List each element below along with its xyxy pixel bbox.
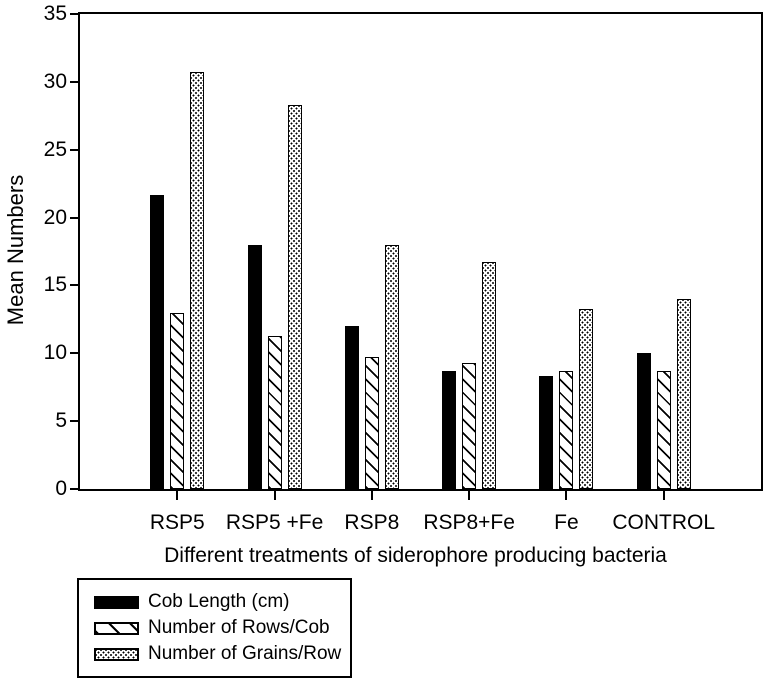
- y-tick: [70, 352, 78, 355]
- legend-label: Cob Length (cm): [148, 591, 290, 612]
- x-tick: [273, 491, 276, 500]
- y-tick: [70, 488, 78, 490]
- bar-number-of-rows-cob-fe: [559, 370, 574, 489]
- y-axis-title: Mean Numbers: [3, 174, 28, 326]
- y-tick: [70, 420, 78, 423]
- bar-number-of-grains-row-rsp5: [190, 72, 205, 489]
- y-tick: [70, 216, 78, 219]
- bar-number-of-rows-cob-control: [656, 370, 671, 489]
- bar-cob-length-cm-fe: [539, 376, 554, 489]
- bar-number-of-grains-row-rsp5-fe: [287, 104, 302, 489]
- y-tick-label: 15: [43, 273, 67, 297]
- y-tick-label: 0: [55, 477, 67, 500]
- x-tick-label-rsp8: RSP8: [344, 511, 400, 534]
- bar-number-of-rows-cob-rsp5: [170, 312, 185, 489]
- bar-number-of-grains-row-control: [676, 299, 691, 489]
- legend: Cob Length (cm) Number of Rows/Cob Numbe…: [77, 578, 352, 678]
- y-tick-label: 5: [55, 409, 67, 433]
- bar-number-of-rows-cob-rsp8-fe: [462, 362, 477, 489]
- x-tick-label-control: CONTROL: [612, 511, 716, 534]
- x-tick-label-rsp5: RSP5: [149, 511, 205, 534]
- x-tick: [468, 491, 471, 500]
- y-tick: [70, 148, 78, 151]
- y-tick: [70, 80, 78, 83]
- x-tick: [370, 491, 373, 500]
- bar-cob-length-cm-rsp5: [150, 194, 165, 489]
- legend-item: Number of Grains/Row: [94, 641, 350, 667]
- x-tick: [565, 491, 568, 500]
- x-tick-label-fe: Fe: [554, 511, 579, 534]
- y-tick-label: 30: [43, 69, 67, 93]
- y-tick: [70, 13, 78, 15]
- legend-swatch-hatch: [94, 621, 139, 635]
- legend-label: Number of Rows/Cob: [148, 617, 330, 638]
- y-tick-label: 35: [43, 2, 67, 25]
- legend-label: Number of Grains/Row: [148, 643, 342, 664]
- bar-number-of-rows-cob-rsp8: [364, 357, 379, 489]
- x-tick-label-rsp8-fe: RSP8+Fe: [423, 511, 515, 534]
- x-tick: [662, 491, 665, 500]
- bar-cob-length-cm-rsp5-fe: [247, 244, 262, 489]
- legend-item: Number of Rows/Cob: [94, 615, 350, 641]
- bar-number-of-grains-row-rsp8-fe: [482, 262, 497, 489]
- y-tick: [70, 284, 78, 287]
- bar-number-of-grains-row-fe: [579, 308, 594, 489]
- y-tick-label: 20: [43, 205, 67, 229]
- bar-cob-length-cm-control: [636, 353, 651, 489]
- x-tick: [176, 491, 179, 500]
- bar-number-of-rows-cob-rsp5-fe: [267, 335, 282, 489]
- x-tick-label-rsp5-fe: RSP5 +Fe: [225, 511, 324, 534]
- legend-item: Cob Length (cm): [94, 589, 350, 615]
- legend-swatch-dots: [94, 647, 139, 661]
- bar-number-of-grains-row-rsp8: [384, 244, 399, 489]
- plot-area: [78, 12, 763, 491]
- bar-cob-length-cm-rsp8: [344, 326, 359, 489]
- y-tick-label: 25: [43, 137, 67, 161]
- y-tick-label: 10: [43, 341, 67, 365]
- bar-cob-length-cm-rsp8-fe: [442, 370, 457, 489]
- legend-swatch-solid: [94, 595, 139, 609]
- x-axis-title: Different treatments of siderophore prod…: [164, 544, 667, 567]
